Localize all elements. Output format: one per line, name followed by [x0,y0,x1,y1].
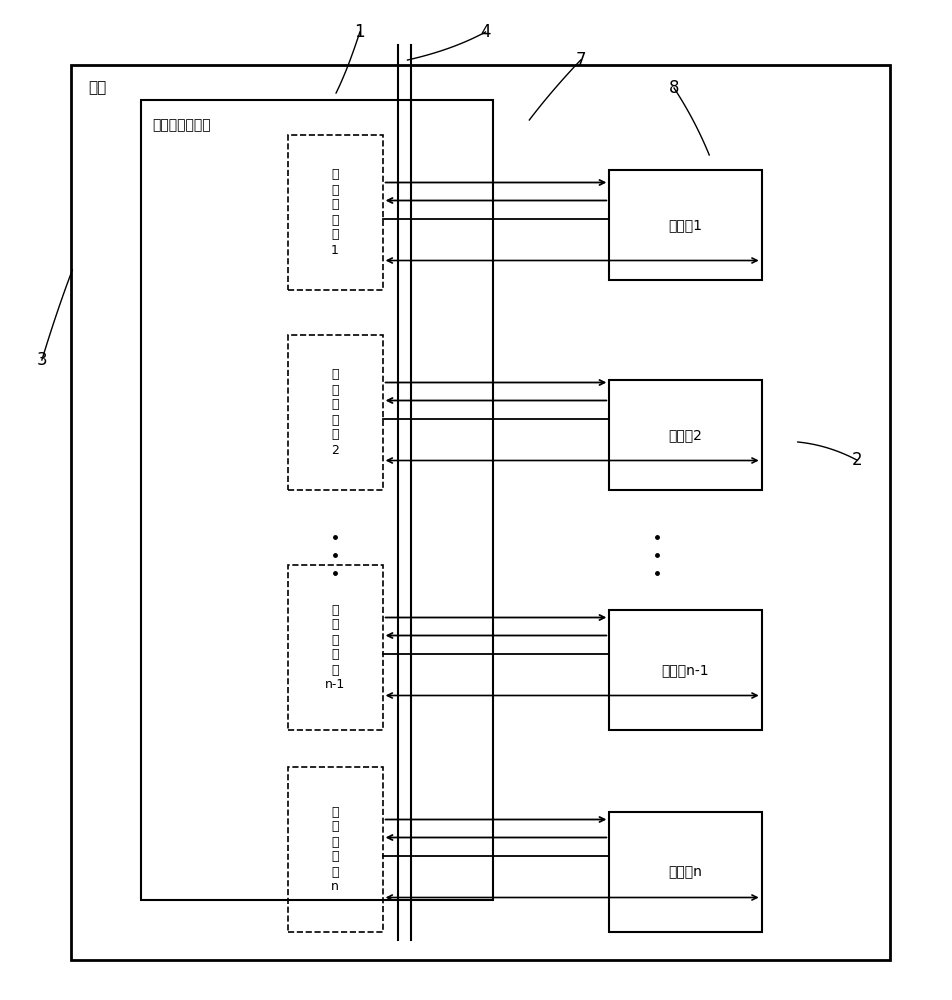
Bar [288,565,383,730]
Text: 背板: 背板 [89,81,107,96]
Bar [609,170,762,280]
Text: 业务朶n-1: 业务朶n-1 [662,663,709,677]
Bar [609,380,762,490]
Text: 业务朶n: 业务朶n [668,865,703,879]
Text: 电
路
模
块
组
1: 电 路 模 块 组 1 [331,168,339,256]
Bar [288,335,383,490]
Text: 电
路
模
块
组
2: 电 路 模 块 组 2 [331,368,339,456]
Text: 7: 7 [575,51,586,69]
Text: 可编程递辑器件: 可编程递辑器件 [152,118,211,132]
Text: 电
路
模
块
组
n: 电 路 模 块 组 n [331,806,339,894]
Text: 2: 2 [851,451,863,469]
Text: 电
路
模
块
组
n-1: 电 路 模 块 组 n-1 [325,603,346,692]
Bar [141,100,493,900]
Bar [288,135,383,290]
Bar [609,610,762,730]
Text: 1: 1 [354,23,366,41]
Bar [609,812,762,932]
Text: 业务朶1: 业务朶1 [668,218,703,232]
Text: 业务朶2: 业务朶2 [668,428,703,442]
Bar [71,65,890,960]
Text: 4: 4 [480,23,491,41]
Text: 3: 3 [36,351,48,369]
Text: 8: 8 [668,79,680,97]
Bar [288,767,383,932]
